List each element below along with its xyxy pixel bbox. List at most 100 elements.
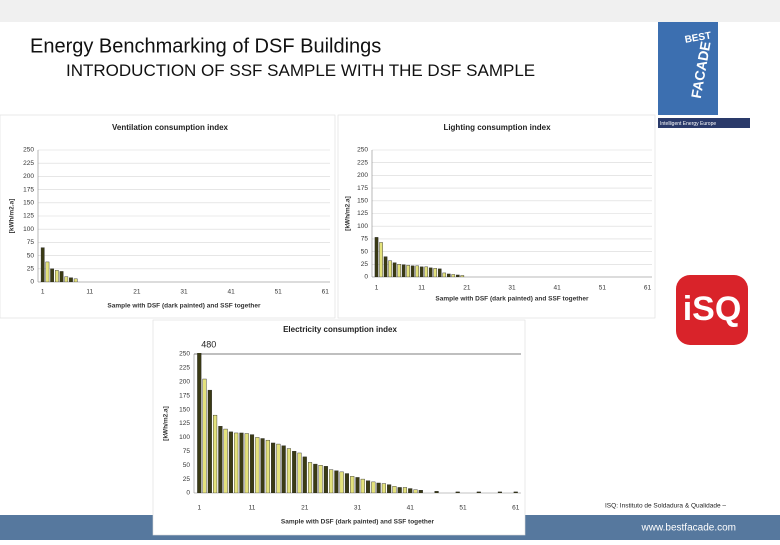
bar [437,268,442,277]
bar [355,477,360,493]
x-tick-label: 31 [354,505,362,512]
bar [433,268,438,277]
bar [239,432,244,493]
x-axis-title: Sample with DSF (dark painted) and SSF t… [107,303,261,310]
x-tick-label: 21 [133,289,141,296]
y-tick-label: 150 [357,198,368,205]
top-band [0,0,780,22]
bar [228,431,233,493]
bar [54,270,59,282]
bar [455,491,460,493]
bar [381,483,386,493]
y-tick-label: 250 [357,147,368,154]
slide-title: Energy Benchmarking of DSF Buildings [30,35,381,57]
charts: Ventilation consumption index02550751001… [0,114,656,536]
y-tick-label: 150 [23,200,34,207]
bar [366,480,371,493]
x-tick-label: 31 [180,289,188,296]
bar [286,448,291,493]
bar [249,434,255,493]
y-tick-label: 25 [361,261,369,268]
y-tick-label: 0 [30,279,34,286]
bar [197,353,202,493]
bar [428,267,433,277]
bar [281,445,286,493]
bar [406,265,410,277]
bar [213,414,218,493]
bar [446,273,451,277]
y-tick-label: 50 [361,248,369,255]
x-axis-title: Sample with DSF (dark painted) and SSF t… [435,296,589,303]
chart: Lighting consumption index 0 25 50 75 100 125 1… [337,114,656,319]
x-tick-label: 1 [375,285,379,292]
bar [379,242,383,277]
y-tick-label: 225 [357,159,368,166]
bar [313,463,318,493]
bar [307,462,313,493]
bar [329,469,334,493]
bar [350,476,355,493]
x-tick-label: 1 [197,505,201,512]
x-tick-label: 31 [508,285,516,292]
x-tick-label: 1 [41,289,45,296]
y-tick-label: 175 [179,392,190,399]
bar [392,262,397,277]
bar [388,260,392,277]
x-axis-title: Sample with DSF (dark painted) and SSF t… [281,519,435,526]
bar [387,484,392,493]
x-tick-label: 41 [554,285,562,292]
brand-top: BEST [684,30,712,45]
y-tick-label: 100 [357,223,368,230]
x-tick-label: 11 [249,505,256,512]
y-axis-title: [kWh/m2.a] [345,196,352,231]
y-tick-label: 75 [27,239,35,246]
y-axis-title: [kWh/m2.a] [9,199,16,234]
bar [476,491,481,493]
y-tick-label: 125 [357,210,368,217]
bar [392,486,397,493]
y-tick-label: 125 [23,213,34,220]
y-axis-title: [kWh/m2.a] [163,406,170,441]
bar [383,256,388,277]
chart-panel [337,114,656,319]
y-tick-label: 250 [23,147,34,154]
bar [371,481,376,493]
partner-caption: ISQ: Instituto de Soldadura & Qualidade … [605,503,726,510]
y-tick-label: 175 [357,185,368,192]
bar [344,473,349,493]
y-tick-label: 100 [23,226,34,233]
y-tick-label: 75 [183,448,191,455]
bar [460,275,465,277]
x-tick-label: 41 [407,505,415,512]
bar [413,489,418,493]
bar [244,433,249,493]
slide-subtitle: INTRODUCTION OF SSF SAMPLE WITH THE DSF … [66,61,536,80]
bar [260,438,265,493]
bar [376,482,381,493]
bar [497,491,502,493]
y-tick-label: 50 [183,462,191,469]
bar [255,437,260,493]
bar [50,268,54,282]
partner-logo-text: iSQ [683,290,742,328]
chart-title: Lighting consumption index [443,123,551,132]
bar [402,487,408,493]
y-tick-label: 175 [23,186,34,193]
subtitle-box: INTRODUCTION OF SSF SAMPLE WITH THE DSF … [66,61,536,80]
y-tick-label: 200 [357,172,368,179]
y-tick-label: 250 [179,351,190,358]
chart-panel [0,114,336,319]
x-tick-label: 61 [512,505,520,512]
bar [292,451,297,493]
y-tick-label: 225 [179,365,190,372]
bar [418,490,423,493]
y-tick-label: 0 [364,274,368,281]
x-tick-label: 11 [418,285,425,292]
y-tick-label: 200 [179,379,190,386]
chart-title: Electricity consumption index [283,325,397,334]
x-tick-label: 41 [227,289,235,296]
bar [434,491,439,493]
x-tick-label: 21 [301,505,309,512]
bar [69,277,73,282]
bar [202,378,207,493]
